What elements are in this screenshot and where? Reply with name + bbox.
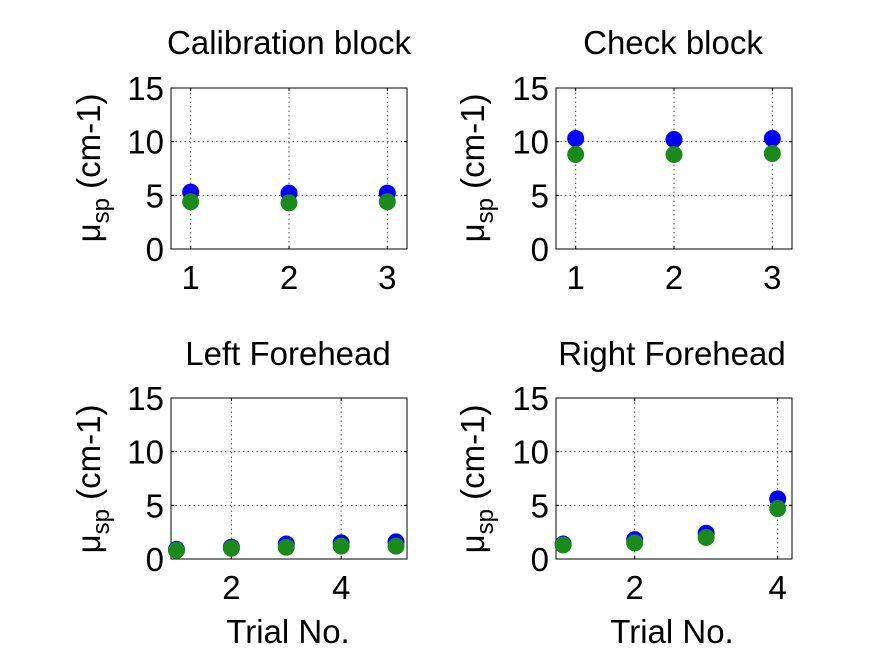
y-tick-label: 15 bbox=[512, 70, 549, 107]
y-tick-label: 0 bbox=[146, 231, 164, 268]
y-axis-label-symbol: μ bbox=[454, 534, 491, 553]
y-axis-label: μsp (cm-1) bbox=[70, 405, 115, 554]
y-axis-label: μsp (cm-1) bbox=[70, 94, 115, 243]
data-point-series-2 bbox=[280, 194, 298, 212]
x-tick-label: 4 bbox=[332, 569, 350, 606]
data-point-series-2 bbox=[665, 146, 683, 164]
panel-title: Right Forehead bbox=[558, 335, 785, 372]
y-tick-label: 10 bbox=[512, 434, 549, 471]
data-point-series-2 bbox=[763, 144, 781, 162]
panel-title: Calibration block bbox=[167, 24, 411, 61]
data-point-series-2 bbox=[182, 193, 200, 211]
y-tick-label: 10 bbox=[512, 124, 549, 161]
data-point-series-2 bbox=[277, 538, 295, 556]
plot-area bbox=[555, 87, 793, 250]
y-tick-label: 5 bbox=[146, 177, 164, 214]
y-axis-label: μsp (cm-1) bbox=[454, 94, 499, 243]
y-tick-label: 15 bbox=[127, 380, 164, 417]
x-tick-label: 1 bbox=[181, 259, 199, 296]
y-tick-label: 0 bbox=[146, 541, 164, 578]
x-tick-label: 2 bbox=[280, 259, 298, 296]
data-point-series-2 bbox=[378, 193, 396, 211]
plot-area bbox=[170, 397, 408, 560]
data-point-series-2 bbox=[554, 536, 572, 554]
x-tick-label: 3 bbox=[763, 259, 781, 296]
data-point-series-1 bbox=[567, 129, 585, 147]
y-axis-label-subscript: sp bbox=[472, 509, 499, 534]
data-point-series-2 bbox=[567, 146, 585, 164]
y-tick-label: 15 bbox=[512, 380, 549, 417]
x-tick-label: 2 bbox=[665, 259, 683, 296]
data-point-series-2 bbox=[697, 529, 715, 547]
y-tick-label: 0 bbox=[531, 231, 549, 268]
y-axis-label-symbol: μ bbox=[70, 534, 107, 553]
data-point-series-2 bbox=[332, 537, 350, 555]
panel-check-block: 1 2 3 0 5 10 15 Check block μsp (cm-1) bbox=[454, 24, 793, 296]
panel-title: Left Forehead bbox=[185, 335, 390, 372]
data-point-series-1 bbox=[763, 129, 781, 147]
data-point-series-2 bbox=[769, 500, 787, 518]
y-axis-label-symbol: μ bbox=[70, 223, 107, 242]
y-axis-label-unit: (cm-1) bbox=[454, 94, 491, 198]
x-tick-label: 3 bbox=[378, 259, 396, 296]
y-axis-label-unit: (cm-1) bbox=[70, 405, 107, 509]
data-point-series-2 bbox=[222, 539, 240, 557]
y-axis-label-subscript: sp bbox=[472, 198, 499, 223]
y-tick-label: 5 bbox=[531, 487, 549, 524]
y-axis-label-symbol: μ bbox=[454, 223, 491, 242]
y-axis-label-unit: (cm-1) bbox=[70, 94, 107, 198]
x-tick-label: 1 bbox=[566, 259, 584, 296]
data-point-series-2 bbox=[626, 534, 644, 552]
x-tick-label: 2 bbox=[625, 569, 643, 606]
y-axis-label-subscript: sp bbox=[88, 509, 115, 534]
panel-title: Check block bbox=[583, 24, 763, 61]
x-tick-label: 2 bbox=[222, 569, 240, 606]
plot-area bbox=[555, 397, 793, 560]
y-tick-label: 5 bbox=[146, 487, 164, 524]
y-tick-label: 10 bbox=[127, 434, 164, 471]
y-tick-label: 10 bbox=[127, 124, 164, 161]
y-tick-label: 0 bbox=[531, 541, 549, 578]
x-axis-label: Trial No. bbox=[226, 613, 349, 650]
y-tick-label: 5 bbox=[531, 177, 549, 214]
panel-left-forehead: 2 4 0 5 10 15 Left Forehead μsp (cm-1) Trial No. bbox=[70, 335, 408, 650]
y-tick-label: 15 bbox=[127, 70, 164, 107]
x-axis-label: Trial No. bbox=[610, 613, 733, 650]
data-point-series-2 bbox=[167, 541, 185, 559]
y-axis-label: μsp (cm-1) bbox=[454, 405, 499, 554]
data-point-series-2 bbox=[387, 537, 405, 555]
y-axis-label-unit: (cm-1) bbox=[454, 405, 491, 509]
plot-area bbox=[170, 87, 408, 250]
data-point-series-1 bbox=[665, 131, 683, 149]
y-axis-label-subscript: sp bbox=[88, 198, 115, 223]
x-tick-label: 4 bbox=[769, 569, 787, 606]
